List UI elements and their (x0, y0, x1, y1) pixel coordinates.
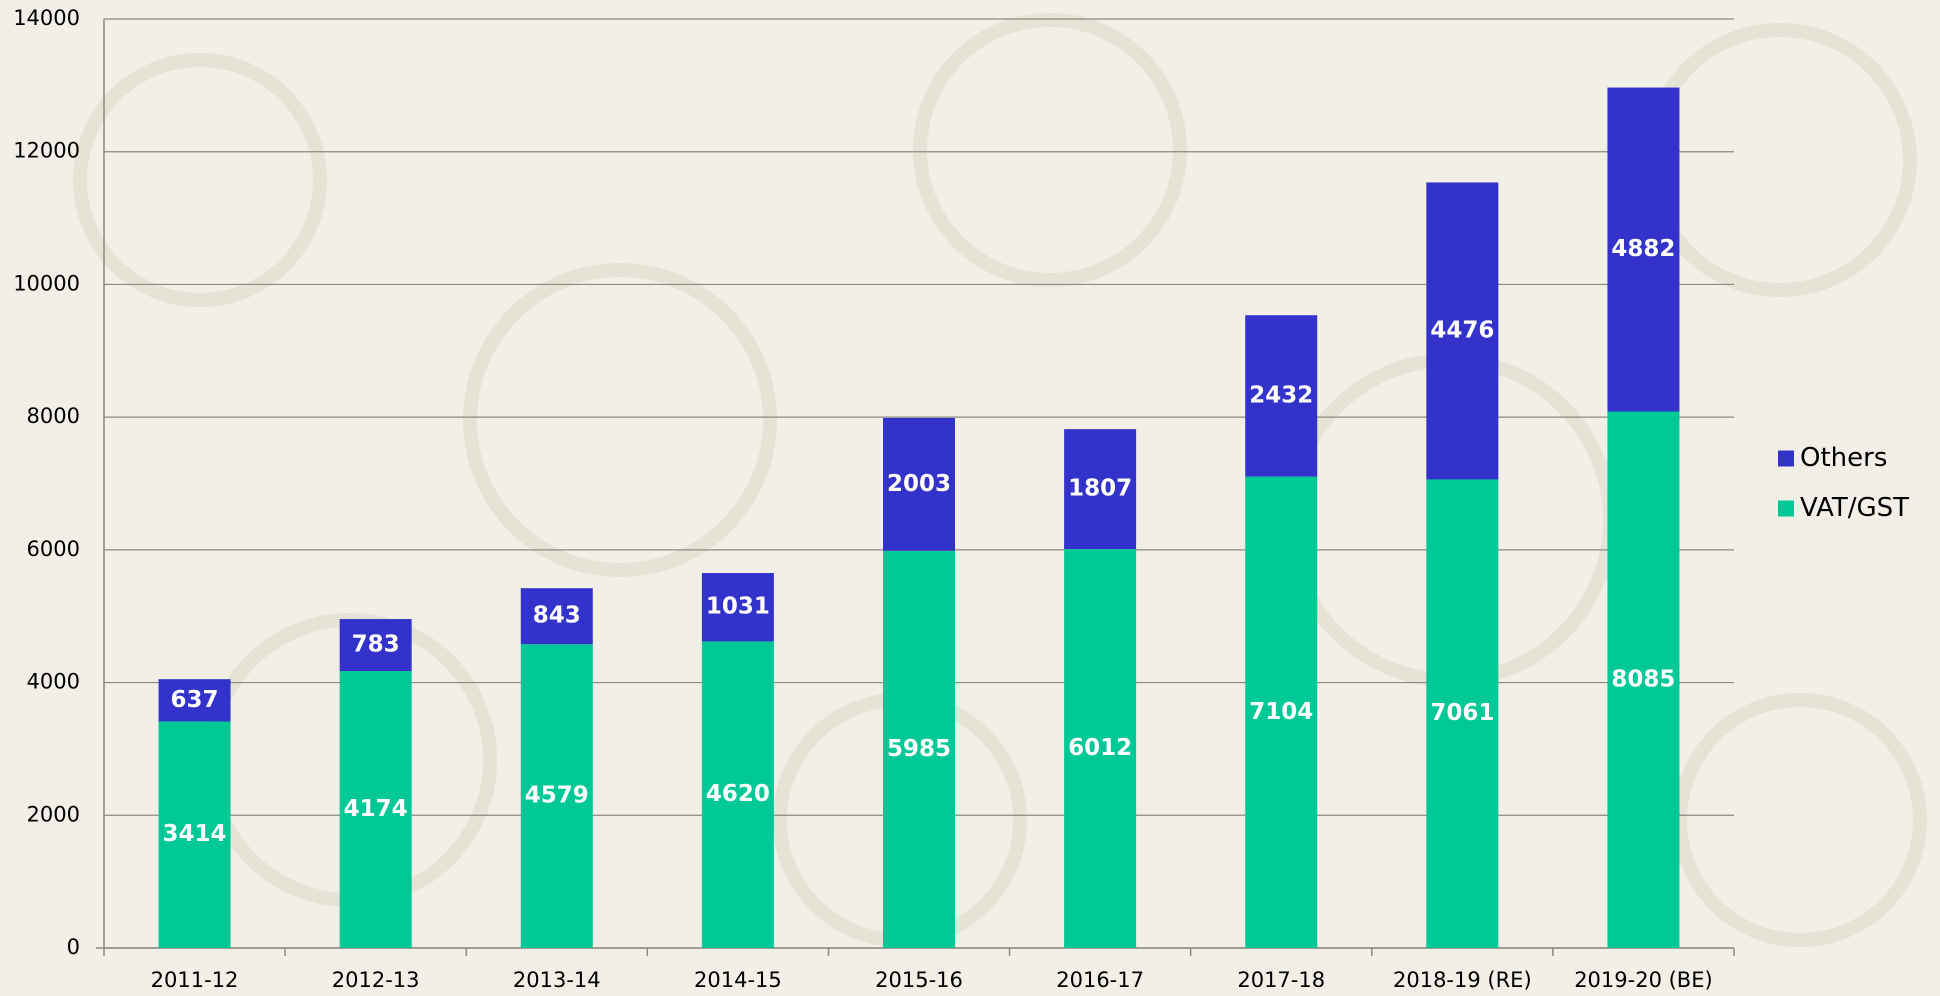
x-tick-label: 2015-16 (875, 968, 963, 992)
legend-swatch (1778, 500, 1794, 517)
value-label: 7104 (1249, 699, 1313, 725)
legend-label: Others (1800, 443, 1887, 473)
bar-segment (520, 644, 593, 948)
value-label: 637 (171, 687, 219, 713)
value-label: 1807 (1068, 476, 1132, 502)
value-label: 2003 (887, 471, 951, 497)
value-label: 4620 (706, 781, 770, 807)
x-tick-label: 2014-15 (694, 968, 782, 992)
bar-segment (701, 573, 774, 642)
bar-segment (883, 550, 955, 948)
legend-swatch (1778, 450, 1794, 467)
value-label: 6012 (1068, 735, 1132, 761)
x-tick-label: 2019-20 (BE) (1574, 968, 1712, 992)
bar-segment (1607, 411, 1680, 948)
value-label: 2432 (1249, 382, 1313, 408)
x-tick-label: 2017-18 (1237, 968, 1325, 992)
value-label: 5985 (887, 736, 951, 762)
bar-segment (520, 588, 593, 645)
y-tick-label: 6000 (27, 537, 80, 561)
value-label: 4882 (1611, 236, 1675, 262)
bar-segment (339, 671, 412, 948)
x-tick-label: 2018-19 (RE) (1393, 968, 1532, 992)
bar-segment (158, 679, 231, 722)
bar-segment (1426, 479, 1499, 948)
bar-segment (1064, 429, 1137, 550)
x-tick-label: 2012-13 (332, 968, 420, 992)
bar-segment (339, 619, 412, 672)
value-label: 8085 (1611, 666, 1675, 692)
y-tick-label: 12000 (13, 139, 80, 163)
y-tick-label: 8000 (27, 404, 80, 428)
x-tick-label: 2011-12 (151, 968, 239, 992)
y-tick-label: 4000 (27, 670, 80, 694)
value-label: 4174 (344, 796, 408, 822)
bar-segment (1607, 87, 1680, 412)
value-label: 3414 (163, 821, 227, 847)
y-tick-label: 14000 (13, 6, 80, 30)
bar-segment (1064, 549, 1137, 948)
x-tick-label: 2013-14 (513, 968, 601, 992)
bar-segment (158, 721, 231, 948)
value-label: 843 (533, 603, 581, 629)
value-label: 4476 (1430, 317, 1494, 343)
y-tick-label: 10000 (13, 271, 80, 295)
y-tick-label: 2000 (27, 802, 80, 826)
bar-segment (1426, 182, 1499, 480)
x-tick-label: 2016-17 (1056, 968, 1144, 992)
legend-label: VAT/GST (1800, 493, 1909, 523)
bar-segment (883, 417, 955, 551)
bar-segment (1245, 315, 1318, 477)
y-tick-label: 0 (67, 935, 80, 959)
value-label: 1031 (706, 594, 770, 620)
value-label: 783 (352, 632, 400, 658)
value-label: 4579 (525, 783, 589, 809)
bar-segment (701, 641, 774, 948)
value-label: 7061 (1430, 700, 1494, 726)
bar-segment (1245, 476, 1318, 948)
